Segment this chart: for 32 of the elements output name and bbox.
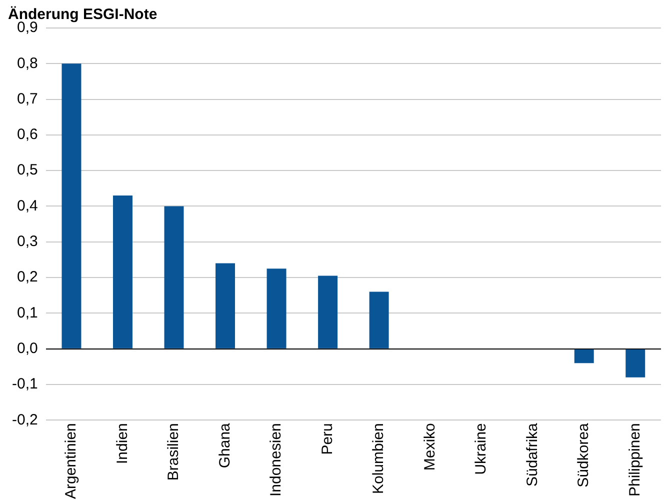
y-tick-label: 0,5 [16, 162, 38, 179]
x-tick-label: Südkorea [575, 422, 592, 488]
y-tick-label: 0,8 [16, 54, 38, 72]
x-tick-label: Peru [318, 423, 336, 455]
x-tick-label: Ghana [216, 422, 234, 468]
y-tick-label: 0,0 [16, 340, 38, 357]
x-tick-label: Philippinen [626, 423, 644, 497]
bar [369, 292, 389, 348]
y-tick-label: -0,1 [12, 376, 38, 393]
bar [113, 196, 132, 348]
y-tick-label: 0,4 [16, 197, 38, 214]
x-tick-label: Indonesien [268, 423, 285, 497]
x-tick-label: Mexiko [421, 423, 438, 471]
x-tick-label: Argentinien [62, 423, 80, 500]
y-tick-label: 0,3 [16, 233, 38, 250]
bar [62, 64, 82, 348]
bar [216, 263, 236, 348]
x-tick-label: Indien [114, 423, 131, 464]
x-tick-label: Brasilien [165, 423, 182, 481]
bar [574, 349, 594, 364]
y-tick-label: 0,2 [16, 268, 38, 286]
bar [318, 276, 338, 348]
x-tick-label: Kolumbien [370, 423, 388, 494]
bar [164, 206, 184, 348]
x-tick-label: Ukraine [472, 423, 490, 475]
y-tick-label: 0,1 [16, 304, 38, 322]
x-tick-label: Südafrika [524, 422, 541, 486]
y-tick-label: 0,7 [16, 90, 38, 108]
bar [266, 268, 286, 348]
y-tick-label: -0,2 [12, 411, 38, 428]
y-tick-label: 0,6 [16, 126, 38, 144]
bar [626, 349, 646, 378]
